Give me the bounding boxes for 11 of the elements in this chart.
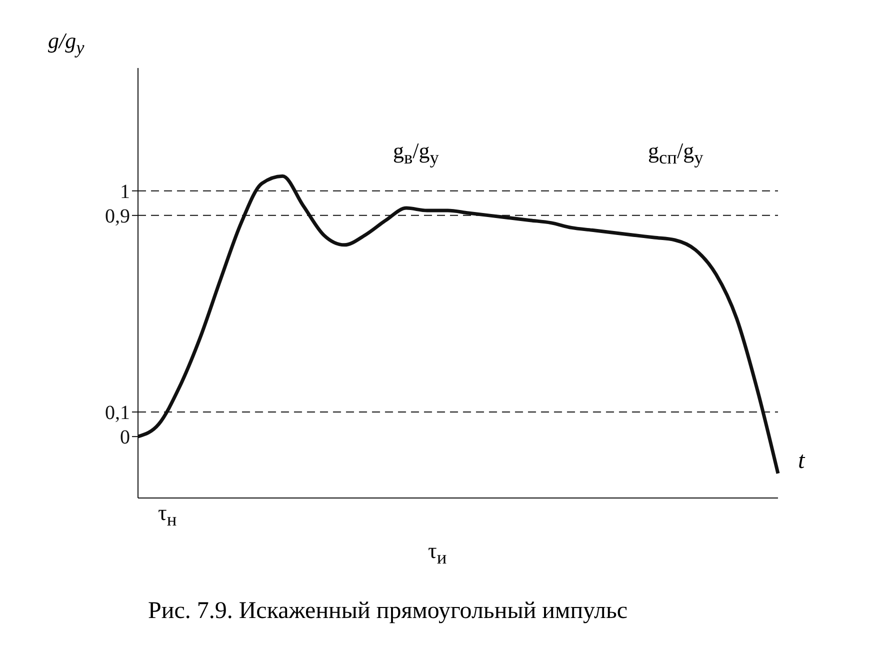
y-tick-label: 0,1 xyxy=(105,402,130,424)
y-tick-label: 0 xyxy=(120,426,130,449)
y-tick-label: 1 xyxy=(120,180,130,203)
text: τ$_{н}$ xyxy=(158,500,177,530)
y-axis-title: g/g$_{у}$ xyxy=(48,28,84,58)
text: τ$_{и}$ xyxy=(428,538,447,568)
annotation: g$_{сп}$/g$_{у}$ xyxy=(648,138,704,168)
annotation: g$_{в}$/g$_{у}$ xyxy=(393,138,439,168)
text: Рис. 7.9. Искаженный прямоугольный импульс xyxy=(148,598,628,625)
x-axis-title: t xyxy=(798,448,805,475)
y-tick-label: 0,9 xyxy=(105,206,130,228)
